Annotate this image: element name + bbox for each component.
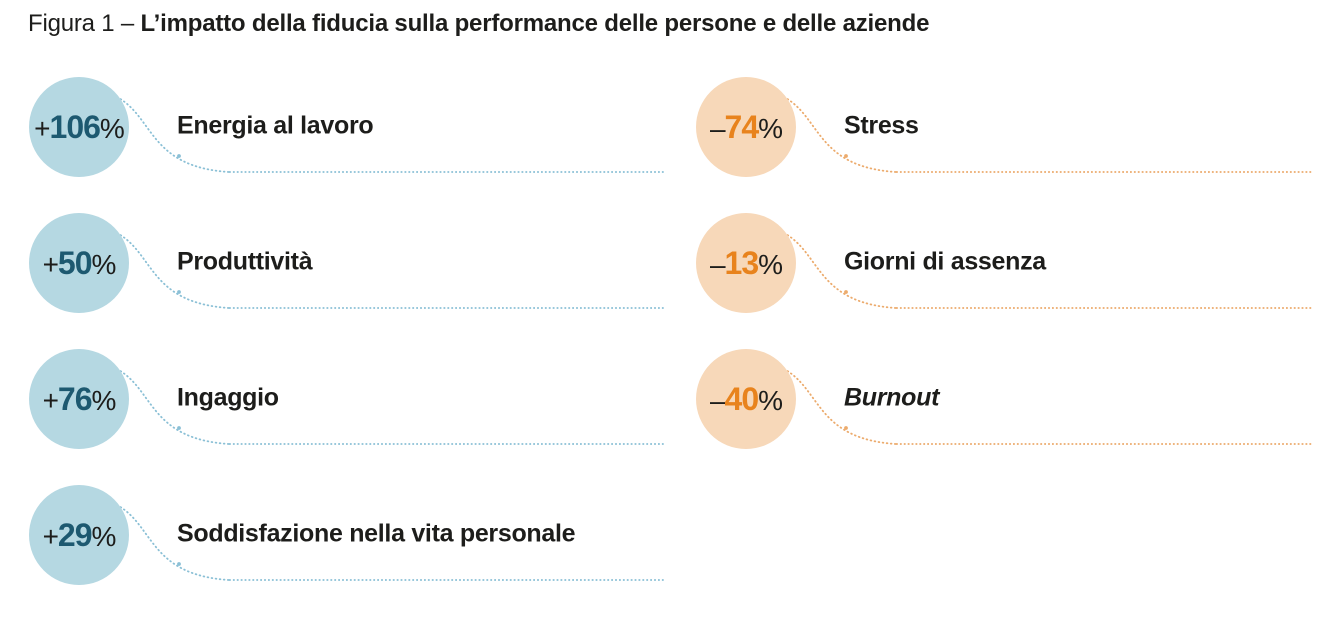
metric-bubble: –74% (696, 77, 796, 177)
dotted-connector-line (783, 368, 1312, 445)
metric-value: +76% (42, 381, 117, 417)
metric-value: +106% (34, 109, 125, 145)
metric-row-soddisfazione: +29% Soddisfazione nella vita personale (29, 485, 669, 595)
metric-row-assenza: –13% Giorni di assenza (696, 213, 1316, 323)
metric-row-produttivita: +50% Produttività (29, 213, 669, 323)
dotted-connector-line (116, 504, 665, 581)
dotted-connector-line (783, 232, 1312, 309)
metric-label: Stress (844, 111, 919, 140)
dotted-connector-line (783, 96, 1312, 173)
figure-number: Figura 1 – (28, 10, 141, 37)
metric-value: –13% (709, 245, 783, 281)
metric-label: Produttività (177, 247, 313, 276)
metric-label: Burnout (844, 383, 940, 412)
metric-row-burnout: –40% Burnout (696, 349, 1316, 459)
metric-bubble: +106% (29, 77, 129, 177)
metric-label: Giorni di assenza (844, 247, 1046, 276)
metric-bubble: +50% (29, 213, 129, 313)
metric-value: +29% (42, 517, 117, 553)
metric-value: +50% (42, 245, 117, 281)
figure-title: Figura 1 – L’impatto della fiducia sulla… (28, 10, 929, 38)
metric-bubble: +29% (29, 485, 129, 585)
dotted-connector-line (116, 368, 665, 445)
metric-value: –74% (709, 109, 783, 145)
metric-label: Ingaggio (177, 383, 279, 412)
dotted-connector-line (116, 96, 665, 173)
dotted-connector-line (116, 232, 665, 309)
metric-row-ingaggio: +76% Ingaggio (29, 349, 669, 459)
metric-value: –40% (709, 381, 783, 417)
metric-label: Soddisfazione nella vita personale (177, 519, 576, 548)
figure-title-text: L’impatto della fiducia sulla performanc… (140, 10, 930, 37)
metric-bubble: –13% (696, 213, 796, 313)
metric-row-stress: –74% Stress (696, 77, 1316, 187)
metric-bubble: –40% (696, 349, 796, 449)
metric-row-energia: +106% Energia al lavoro (29, 77, 669, 187)
metric-bubble: +76% (29, 349, 129, 449)
metric-label: Energia al lavoro (177, 111, 374, 140)
